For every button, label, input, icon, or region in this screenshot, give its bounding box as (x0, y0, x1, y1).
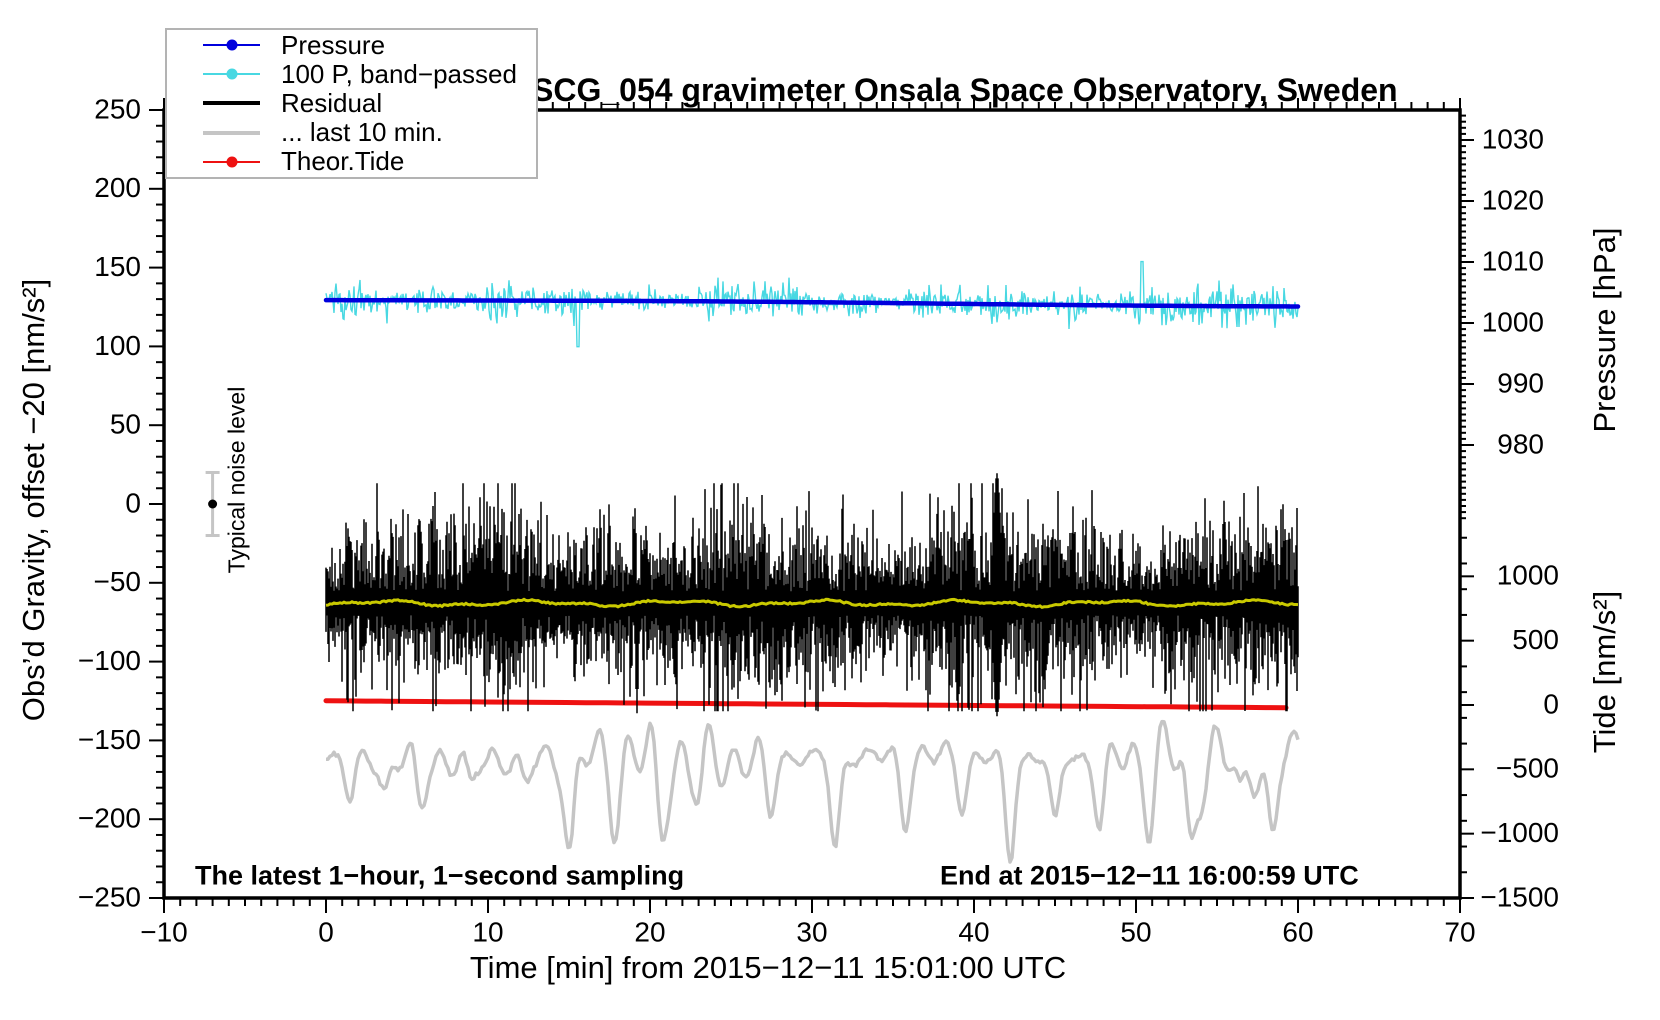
x-tick-label: 10 (472, 916, 503, 947)
legend-item-last10min: ... last 10 min. (167, 117, 536, 148)
gravity-tick-label: 100 (94, 330, 141, 361)
tide-tick-label: 0 (1543, 688, 1559, 719)
gravity-tick-label: −50 (94, 566, 142, 597)
gravity-tick-label: 50 (110, 409, 141, 440)
pressure-tick-label: 1030 (1482, 123, 1544, 154)
pressure-trace (323, 297, 1301, 309)
noise-level-dot (208, 499, 218, 509)
legend-label-theortide: Theor.Tide (281, 146, 405, 177)
tide-tick-label: 500 (1512, 624, 1559, 655)
end-time-annotation: End at 2015−12−11 16:00:59 UTC (940, 860, 1359, 891)
residual-mean-trace (325, 597, 1299, 610)
pressure-axis-title: Pressure [hPa] (1587, 227, 1622, 433)
gravity-tick-label: −100 (78, 645, 141, 676)
last-10-min-trace (326, 719, 1300, 864)
left-axis-title: Obs’d Gravity, offset −20 [nm/s²] (16, 278, 51, 722)
legend-label-last10min: ... last 10 min. (281, 117, 443, 148)
legend: Pressure 100 P, band−passed Residual ...… (165, 28, 538, 179)
gravity-tick-label: 250 (94, 93, 141, 124)
pressure-tick-label: 980 (1497, 428, 1544, 459)
x-tick-label: 60 (1282, 916, 1313, 947)
tide-tick-label: −1500 (1480, 881, 1559, 912)
residual-trace (325, 473, 1299, 717)
x-tick-label: −10 (140, 916, 188, 947)
tide-axis-title: Tide [nm/s²] (1587, 590, 1622, 754)
x-tick-label: 40 (958, 916, 989, 947)
legend-item-residual: Residual (167, 87, 536, 118)
tide-tick-label: 1000 (1497, 560, 1559, 591)
gravity-tick-label: 200 (94, 172, 141, 203)
bandpassed-line-swatch (203, 66, 260, 82)
chart-title: SCG_054 gravimeter Onsala Space Observat… (532, 72, 1398, 108)
pressure-tick-label: 1000 (1482, 306, 1544, 337)
legend-item-bandpassed: 100 P, band−passed (167, 58, 536, 89)
pressure-tick-label: 1010 (1482, 245, 1544, 276)
pressure-tick-label: 990 (1497, 367, 1544, 398)
gravity-tick-label: −150 (78, 724, 141, 755)
legend-label-bandpassed: 100 P, band−passed (281, 58, 517, 89)
x-tick-label: 0 (318, 916, 334, 947)
legend-label-pressure: Pressure (281, 29, 386, 60)
pressure-line-swatch (203, 37, 260, 53)
gravity-tick-label: −200 (78, 803, 141, 834)
legend-item-theortide: Theor.Tide (167, 146, 536, 177)
legend-item-pressure: Pressure (167, 29, 536, 60)
tide-tick-label: −500 (1496, 753, 1559, 784)
x-tick-label: 50 (1120, 916, 1151, 947)
residual-line-swatch (203, 95, 260, 111)
gravity-tick-label: 0 (125, 487, 141, 518)
theoretical-tide-trace (323, 698, 1289, 711)
x-axis-title: Time [min] from 2015−12−11 15:01:00 UTC (469, 950, 1067, 985)
pressure-tick-label: 1020 (1482, 184, 1544, 215)
tide-tick-label: −1000 (1480, 817, 1559, 848)
theortide-line-swatch (203, 154, 260, 170)
noise-level-label: Typical noise level (223, 386, 250, 574)
gravity-tick-label: 150 (94, 251, 141, 282)
bandpassed-pressure-trace (325, 260, 1299, 348)
x-tick-label: 70 (1444, 916, 1475, 947)
legend-label-residual: Residual (281, 87, 383, 118)
sampling-annotation: The latest 1−hour, 1−second sampling (195, 860, 685, 891)
x-tick-label: 20 (634, 916, 665, 947)
gravity-tick-label: −250 (78, 881, 141, 912)
last10min-line-swatch (203, 125, 260, 141)
x-tick-label: 30 (796, 916, 827, 947)
